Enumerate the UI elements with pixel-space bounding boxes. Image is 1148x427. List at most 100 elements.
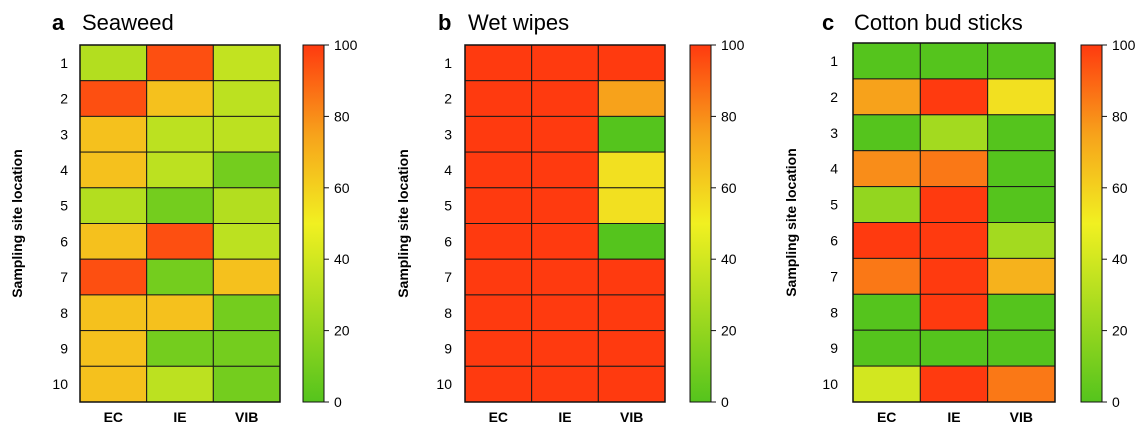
y-tick-label: 2: [60, 91, 68, 107]
heatmap-cell: [531, 258, 599, 296]
heatmap-cell: [531, 187, 599, 225]
y-tick-label: 6: [60, 233, 68, 249]
heatmap-cell: [597, 115, 666, 153]
heatmap-cell: [464, 330, 533, 367]
x-tick-label: EC: [104, 409, 123, 425]
panel-title: Wet wipes: [468, 10, 569, 35]
heatmap-cell: [597, 187, 666, 225]
heatmap-cell: [919, 293, 989, 331]
x-tick-label: IE: [947, 409, 960, 425]
y-tick-label: 5: [830, 197, 838, 213]
colorbar-tick-label: 0: [1112, 394, 1120, 410]
heatmap-cell: [464, 258, 533, 296]
x-tick-label: IE: [558, 409, 571, 425]
heatmap-cell: [987, 78, 1056, 116]
heatmap-cell: [597, 294, 666, 332]
heatmap-cell: [852, 42, 921, 80]
colorbar-tick-label: 100: [334, 37, 358, 53]
heatmap-cell: [531, 294, 599, 332]
colorbar-tick-label: 60: [721, 180, 737, 196]
y-tick-label: 7: [444, 269, 452, 285]
y-tick-label: 3: [60, 126, 68, 142]
y-tick-label: 6: [830, 232, 838, 248]
heatmap-cell: [987, 293, 1056, 331]
colorbar-tick-label: 0: [721, 394, 729, 410]
y-tick-label: 4: [444, 162, 452, 178]
y-tick-label: 8: [830, 304, 838, 320]
colorbar-tick-label: 80: [1112, 108, 1128, 124]
heatmap-cell: [919, 365, 989, 403]
heatmap-cell: [146, 80, 214, 117]
panel-title: Cotton bud sticks: [854, 10, 1023, 35]
x-tick-label: EC: [877, 409, 896, 425]
colorbar-tick-label: 20: [334, 323, 350, 339]
heatmap-cell: [146, 115, 214, 153]
heatmap-cell: [987, 257, 1056, 295]
heatmap-cell: [531, 223, 599, 260]
heatmap-cell: [597, 80, 666, 117]
heatmap-cell: [919, 186, 989, 224]
colorbar-tick-label: 20: [1112, 323, 1128, 339]
heatmap-cell: [597, 151, 666, 189]
heatmap-cell: [464, 294, 533, 332]
heatmap-cell: [464, 187, 533, 225]
colorbar-tick-label: 100: [1112, 37, 1136, 53]
panel-letter: b: [438, 10, 451, 35]
y-tick-label: 10: [52, 376, 68, 392]
heatmap-cell: [212, 294, 281, 332]
heatmap-cell: [531, 115, 599, 153]
x-tick-label: VIB: [235, 409, 258, 425]
heatmap-cell: [597, 330, 666, 367]
heatmap-cell: [464, 223, 533, 260]
heatmap-cell: [531, 44, 599, 82]
heatmap-cell: [146, 365, 214, 403]
colorbar-tick-label: 80: [334, 108, 350, 124]
heatmap-cell: [531, 330, 599, 367]
heatmap-cell: [987, 222, 1056, 259]
heatmap-panel-b: b Wet wipes 1 2 3 4 5 6 7 8 9 10 EC IE VIB Sampling sit…: [395, 10, 745, 425]
y-tick-label: 3: [830, 125, 838, 141]
heatmap-cell: [987, 365, 1056, 403]
heatmap-cell: [79, 44, 148, 82]
colorbar-tick-label: 40: [721, 251, 737, 267]
heatmap-border: [79, 44, 281, 403]
heatmap-cell: [987, 186, 1056, 224]
heatmap-cell: [79, 187, 148, 225]
heatmap-cell: [79, 365, 148, 403]
colorbar-tick-label: 60: [1112, 180, 1128, 196]
x-tick-label: IE: [173, 409, 186, 425]
heatmap-cell: [852, 222, 921, 259]
colorbar: [302, 44, 325, 403]
colorbar-tick-label: 0: [334, 394, 342, 410]
y-tick-label: 4: [60, 162, 68, 178]
heatmap-cell: [212, 44, 281, 82]
y-tick-label: 7: [60, 269, 68, 285]
heatmap-cell: [146, 294, 214, 332]
heatmap-cell: [919, 78, 989, 116]
heatmap-cell: [597, 223, 666, 260]
y-tick-label: 10: [822, 376, 838, 392]
heatmap-cell: [146, 151, 214, 189]
heatmap-cell: [852, 114, 921, 152]
heatmap-cell: [212, 151, 281, 189]
y-axis-label: Sampling site location: [783, 148, 799, 297]
x-tick-label: EC: [489, 409, 508, 425]
heatmap-cell: [987, 114, 1056, 152]
heatmap-cell: [919, 42, 989, 80]
heatmap-cell: [919, 222, 989, 259]
heatmap-cell: [852, 293, 921, 331]
heatmap-cell: [79, 80, 148, 117]
heatmap-cell: [852, 365, 921, 403]
heatmap-cell: [919, 114, 989, 152]
heatmap-cell: [464, 115, 533, 153]
y-tick-label: 1: [444, 55, 452, 71]
heatmap-cell: [852, 257, 921, 295]
heatmap-cell: [597, 365, 666, 403]
heatmap-cell: [212, 223, 281, 260]
heatmap-cell: [146, 44, 214, 82]
y-axis-label: Sampling site location: [9, 149, 25, 298]
heatmap-cell: [212, 330, 281, 367]
heatmap-cell: [212, 80, 281, 117]
colorbar-tick-label: 80: [721, 108, 737, 124]
